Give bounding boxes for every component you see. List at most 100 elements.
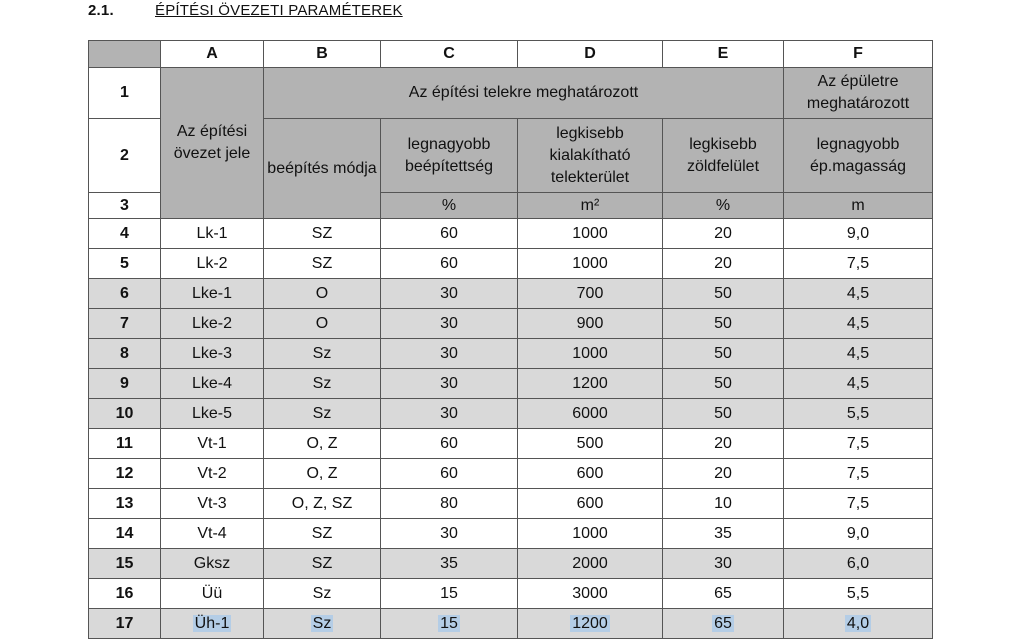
cell-a: Üü <box>160 578 264 609</box>
cell-text: 6,0 <box>846 554 870 572</box>
cell-c: 30 <box>380 338 518 369</box>
cell-text: Üü <box>201 584 223 602</box>
cell-text: Lke-3 <box>191 344 233 362</box>
cell-text: 60 <box>440 224 458 242</box>
cell-a: Gksz <box>160 548 264 579</box>
cell-d: 900 <box>517 308 663 339</box>
cell-text: 16 <box>115 584 134 602</box>
cell-text: 50 <box>714 344 732 362</box>
max-coverage-header: legnagyobb beépítettség <box>380 118 518 193</box>
table-row: 13 Vt-3 O, Z, SZ 80 600 10 7,5 <box>88 488 933 519</box>
col-header-f: F <box>783 40 933 68</box>
cell-text: 20 <box>714 224 732 242</box>
cell-text: 13 <box>115 494 134 512</box>
cell-text: 30 <box>440 404 458 422</box>
cell-text: O, Z <box>306 434 338 452</box>
cell-text: Lk-2 <box>196 254 228 272</box>
cell-e: 20 <box>662 248 784 279</box>
table-row: 4 Lk-1 SZ 60 1000 20 9,0 <box>88 218 933 249</box>
row-number: 9 <box>88 368 161 399</box>
cell-a: Vt-1 <box>160 428 264 459</box>
cell-text: 30 <box>714 554 732 572</box>
cell-text: 80 <box>440 494 458 512</box>
cell-text: 10 <box>115 404 134 422</box>
cell-text: Sz <box>312 404 332 422</box>
cell-text: 12 <box>115 464 134 482</box>
row-number: 12 <box>88 458 161 489</box>
cell-e: 50 <box>662 308 784 339</box>
section-heading: 2.1. ÉPÍTÉSI ÖVEZETI PARAMÉTEREK <box>88 2 403 19</box>
cell-text: Lke-4 <box>191 374 233 392</box>
row-number: 14 <box>88 518 161 549</box>
cell-e: 50 <box>662 368 784 399</box>
cell-c: 30 <box>380 398 518 429</box>
unit-e: % <box>662 192 784 219</box>
cell-d: 1000 <box>517 338 663 369</box>
cell-text: 30 <box>440 374 458 392</box>
table-row: 14 Vt-4 SZ 30 1000 35 9,0 <box>88 518 933 549</box>
row-number: 1 <box>88 67 161 119</box>
cell-text: 6 <box>120 284 129 302</box>
cell-d: 1000 <box>517 518 663 549</box>
cell-text: 2000 <box>572 554 608 572</box>
cell-a: Lk-2 <box>160 248 264 279</box>
cell-b: Sz <box>263 368 381 399</box>
cell-text: Lke-2 <box>191 314 233 332</box>
cell-a: Vt-4 <box>160 518 264 549</box>
table-row: 12 Vt-2 O, Z 60 600 20 7,5 <box>88 458 933 489</box>
cell-text: 4,0 <box>844 614 872 632</box>
table-row: 8 Lke-3 Sz 30 1000 50 4,5 <box>88 338 933 369</box>
col-header-d: D <box>517 40 663 68</box>
cell-text: 20 <box>714 464 732 482</box>
column-letter-row: A B C D E F <box>88 40 933 68</box>
cell-c: 60 <box>380 458 518 489</box>
cell-text: 7,5 <box>846 254 870 272</box>
plot-group-header: Az építési telekre meghatározott <box>263 67 784 119</box>
build-mode-header: beépítés módja <box>263 118 381 219</box>
cell-a: Lk-1 <box>160 218 264 249</box>
row-number: 10 <box>88 398 161 429</box>
cell-text: Lke-5 <box>191 404 233 422</box>
cell-a: Vt-3 <box>160 488 264 519</box>
cell-text: 50 <box>714 404 732 422</box>
cell-d: 2000 <box>517 548 663 579</box>
cell-text: 700 <box>576 284 604 302</box>
cell-e: 65 <box>662 608 784 639</box>
cell-text: 30 <box>440 284 458 302</box>
cell-text: SZ <box>311 554 333 572</box>
col-header-b: B <box>263 40 381 68</box>
cell-f: 4,0 <box>783 608 933 639</box>
cell-text: 50 <box>714 374 732 392</box>
cell-c: 30 <box>380 308 518 339</box>
table-row: 15 Gksz SZ 35 2000 30 6,0 <box>88 548 933 579</box>
cell-e: 50 <box>662 338 784 369</box>
cell-text: 900 <box>576 314 604 332</box>
cell-text: 17 <box>115 614 134 632</box>
cell-a: Lke-5 <box>160 398 264 429</box>
table-row: 10 Lke-5 Sz 30 6000 50 5,5 <box>88 398 933 429</box>
unit-c: % <box>380 192 518 219</box>
row-number: 17 <box>88 608 161 639</box>
col-header-a: A <box>160 40 264 68</box>
col-header-c: C <box>380 40 518 68</box>
cell-a: Lke-4 <box>160 368 264 399</box>
cell-text: Vt-1 <box>197 434 227 452</box>
cell-text: 1000 <box>572 344 608 362</box>
row-number: 5 <box>88 248 161 279</box>
cell-f: 4,5 <box>783 308 933 339</box>
cell-e: 20 <box>662 428 784 459</box>
cell-b: Sz <box>263 608 381 639</box>
cell-c: 60 <box>380 248 518 279</box>
cell-text: Lke-1 <box>191 284 233 302</box>
cell-text: Sz <box>312 584 332 602</box>
cell-b: O, Z <box>263 428 381 459</box>
cell-text: 50 <box>714 284 732 302</box>
row-number: 4 <box>88 218 161 249</box>
cell-text: 9,0 <box>846 524 870 542</box>
cell-e: 30 <box>662 548 784 579</box>
cell-b: O, Z, SZ <box>263 488 381 519</box>
table-row: 9 Lke-4 Sz 30 1200 50 4,5 <box>88 368 933 399</box>
row-number: 8 <box>88 338 161 369</box>
cell-f: 7,5 <box>783 428 933 459</box>
cell-e: 65 <box>662 578 784 609</box>
